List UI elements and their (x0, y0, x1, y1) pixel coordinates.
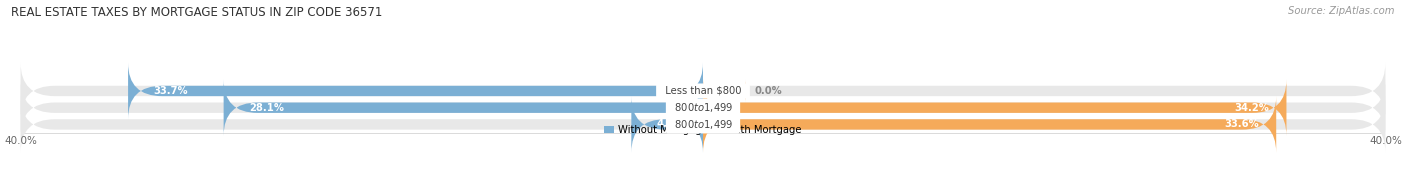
FancyBboxPatch shape (224, 79, 703, 136)
FancyBboxPatch shape (21, 63, 1385, 119)
Text: 33.7%: 33.7% (153, 86, 188, 96)
FancyBboxPatch shape (21, 96, 1385, 153)
Legend: Without Mortgage, With Mortgage: Without Mortgage, With Mortgage (605, 125, 801, 135)
Text: Less than $800: Less than $800 (658, 86, 748, 96)
Text: $800 to $1,499: $800 to $1,499 (668, 118, 738, 131)
Text: Source: ZipAtlas.com: Source: ZipAtlas.com (1288, 6, 1395, 16)
FancyBboxPatch shape (703, 79, 745, 103)
Text: 28.1%: 28.1% (249, 103, 284, 113)
Text: 34.2%: 34.2% (1234, 103, 1270, 113)
Text: $800 to $1,499: $800 to $1,499 (668, 101, 738, 114)
Text: 33.6%: 33.6% (1225, 119, 1260, 129)
Text: 0.0%: 0.0% (754, 86, 782, 96)
Text: 4.2%: 4.2% (657, 119, 685, 129)
FancyBboxPatch shape (703, 96, 1277, 153)
FancyBboxPatch shape (631, 96, 703, 153)
FancyBboxPatch shape (21, 79, 1385, 136)
FancyBboxPatch shape (128, 63, 703, 119)
FancyBboxPatch shape (703, 79, 1286, 136)
Text: REAL ESTATE TAXES BY MORTGAGE STATUS IN ZIP CODE 36571: REAL ESTATE TAXES BY MORTGAGE STATUS IN … (11, 6, 382, 19)
